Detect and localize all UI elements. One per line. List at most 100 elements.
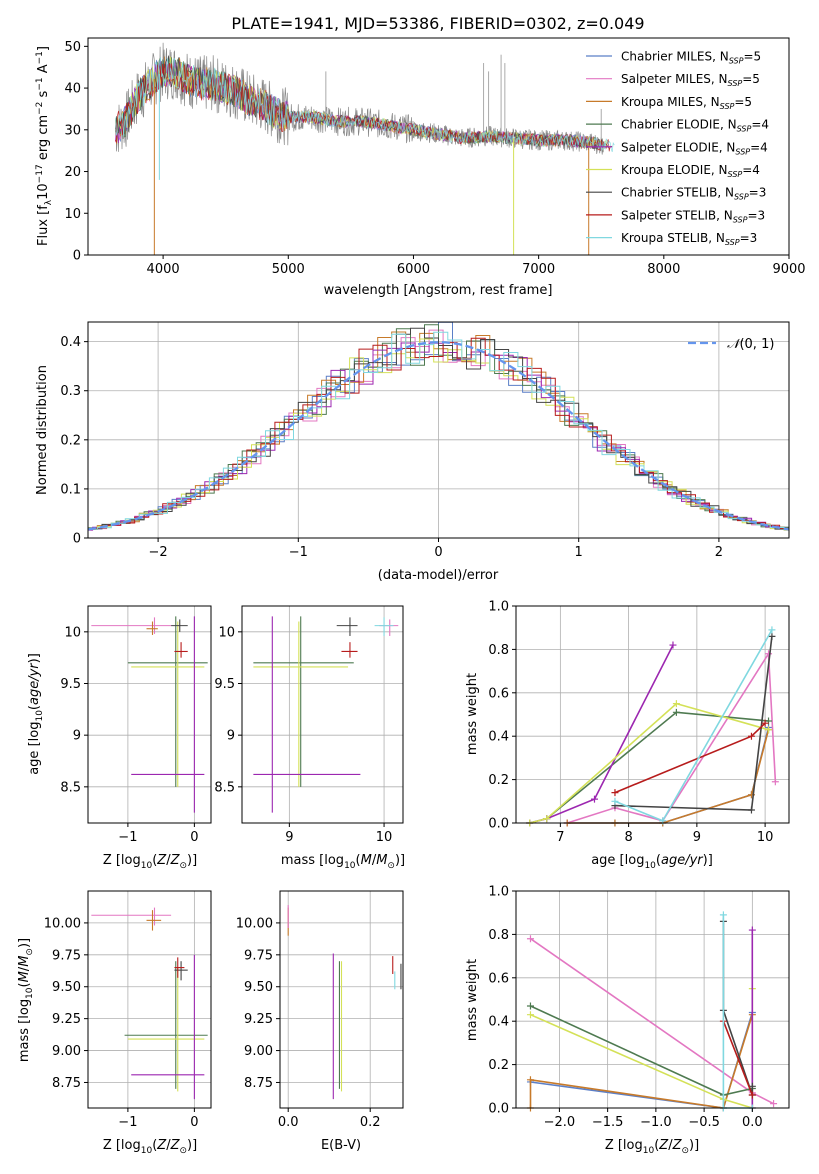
weights-marker [770,1100,778,1108]
ytick-label: 20 [64,165,81,180]
mass-weight-vs-age-panel: 7 8 9 10 0.0 0.2 0.4 0.6 0.8 1.0 age [log10(age/y… [465,600,790,871]
weights-marker [526,1002,534,1010]
mass-weight-vs-age-ylabel: mass weight [465,673,480,755]
residuals-xlabel: (data-model)/error [378,568,499,583]
ytick-label: 0.4 [488,1015,509,1030]
xtick-label: −1 [118,1115,137,1130]
ytick-label: 30 [64,123,81,138]
xtick-label: 0 [434,545,442,560]
ytick-label: 9.50 [52,980,81,995]
ytick-label: 0 [73,532,81,547]
normal-curve [88,341,789,531]
xtick-label: 7000 [522,262,555,277]
ytick-label: 1.0 [488,885,509,900]
legend-label-chabrier-elodie: Chabrier ELODIE, NSSP=4 [621,118,769,134]
errorbar-chabrier-elodie [124,961,208,1089]
age-vs-mass-panel: 9 10 8.5 9 9.5 10 mass [log10(M/M⊙)] [214,605,405,871]
xtick-label: 10 [376,830,393,845]
errorbar-kroupa-elodie [127,967,205,1092]
spectrum-panel: PLATE=1941, MJD=53386, FIBERID=0302, z=0… [35,14,806,298]
legend-label-salpeter-elodie: Salpeter ELODIE, NSSP=4 [621,140,768,156]
mass-vs-Z-xlabel: Z [log10(Z/Z⊙)] [103,1138,197,1156]
ytick-label: 1.0 [488,600,509,615]
errorbar-kroupa-miles [146,910,162,931]
spectrum-title: PLATE=1941, MJD=53386, FIBERID=0302, z=0… [231,14,644,33]
ytick-label: 0.2 [488,773,509,788]
histogram-salpeter-stelib [88,337,789,530]
ytick-label: 9.50 [244,980,273,995]
xtick-label: −1 [118,830,137,845]
weights-marker [611,789,619,797]
ytick-label: 9 [73,729,81,744]
xtick-label: 0.2 [360,1115,381,1130]
age-vs-Z-ylabel: age [log10(age/yr)] [27,653,45,775]
ytick-label: 0.0 [488,817,509,832]
ytick-label: 9 [227,729,235,744]
ytick-label: 0.3 [60,384,81,399]
ytick-label: 9.00 [244,1044,273,1059]
ytick-label: 9.25 [52,1012,81,1027]
mass-weight-vs-age-frame [515,605,790,824]
mass-vs-ebv-xlabel: E(B-V) [321,1138,361,1153]
ytick-label: 0.2 [488,1058,509,1073]
weights-marker [672,708,680,716]
errorbar-chabrier-stelib [171,619,188,632]
spectrum-ticks: 4000 5000 6000 7000 8000 9000 0 10 20 30 40 50 [64,40,805,277]
ytick-label: 0.1 [60,482,81,497]
legend-label-kroupa-stelib: Kroupa STELIB, NSSP=3 [621,231,757,247]
weights-marker [768,626,776,634]
mass-weight-vs-age-xlabel: age [log10(age/yr)] [591,853,713,871]
mass-vs-Z-frame [87,890,212,1109]
errorbar-salpeter-miles [91,617,172,634]
weights-marker [672,700,680,708]
residuals-ylabel: Normed distribution [35,365,50,495]
mass-weight-vs-Z-xlabel: Z [log10(Z/Z⊙)] [605,1138,699,1156]
ytick-label: 10 [218,625,235,640]
mass-vs-Z-panel: −1 0 8.75 9.00 9.25 9.50 9.75 10.00 Z [log10(Z/… [17,890,212,1156]
age-vs-Z-panel: −1 0 8.5 9 9.5 10 Z [log10(Z/Z⊙)] age [log10(… [27,605,212,871]
mass-weight-vs-Z-panel: −2.0 −1.5 −1.0 −0.5 0.0 0.0 0.2 0.4 0.6 0.8 1.0 Z … [465,885,790,1156]
residuals-panel: −2 −1 0 1 200.10.20.30.4 (data-model)/error … [35,321,790,583]
weights-salpeter-stelib [611,719,769,797]
ytick-label: 0.8 [488,928,509,943]
errorbar-kroupa-elodie [253,621,349,787]
xtick-label: −1.0 [640,1115,672,1130]
xtick-label: −1 [289,545,308,560]
errorbar-chabrier-stelib [174,961,188,981]
mass-weight-vs-Z-frame [515,890,790,1109]
weights-marker [669,641,677,649]
weights-marker [748,926,756,934]
xtick-label: 0.0 [278,1115,299,1130]
xtick-label: 8 [624,830,632,845]
mass-vs-ebv-frame [279,890,404,1109]
xtick-label: −2 [149,545,168,560]
errorbar-salpeter-miles [91,907,172,926]
weights-marker [748,1082,756,1090]
age-vs-Z-xlabel: Z [log10(Z/Z⊙)] [103,853,197,871]
errorbar-salpeter-elodie [131,954,205,1100]
xtick-label: 9 [693,830,701,845]
spectrum-ylabel: Flux [fλ10−17 erg cm−2 s−1 A−1] [35,46,54,246]
mass-vs-Z-ylabel: mass [log10(M/M⊙)] [17,938,35,1062]
weights-kroupa-stelib [611,626,776,825]
weights-marker [747,806,755,814]
weights-marker [771,778,779,786]
weights-marker [526,1011,534,1019]
errorbar-salpeter-elodie [131,616,205,813]
weights-marker [526,935,534,943]
model-kroupa-stelib [115,57,615,153]
ytick-label: 10 [64,625,81,640]
errorbar-salpeter-elodie [253,616,361,813]
mass-vs-ebv-panel: 0.0 0.2 8.75 9.00 9.25 9.50 9.75 10.00 E(B-V) [236,890,404,1153]
xtick-label: 0 [190,830,198,845]
legend-label-chabrier-stelib: Chabrier STELIB, NSSP=3 [621,186,766,202]
ytick-label: 8.75 [52,1076,81,1091]
spectrum-xlabel: wavelength [Angstrom, rest frame] [324,283,553,298]
errorbar-salpeter-stelib [341,642,358,658]
ytick-label: 0.4 [60,335,81,350]
errorbar-chabrier-elodie [253,616,354,787]
spectrum-axes-frame [87,37,790,256]
xtick-label: 5000 [272,262,305,277]
errorbar-kroupa-stelib [374,617,394,636]
